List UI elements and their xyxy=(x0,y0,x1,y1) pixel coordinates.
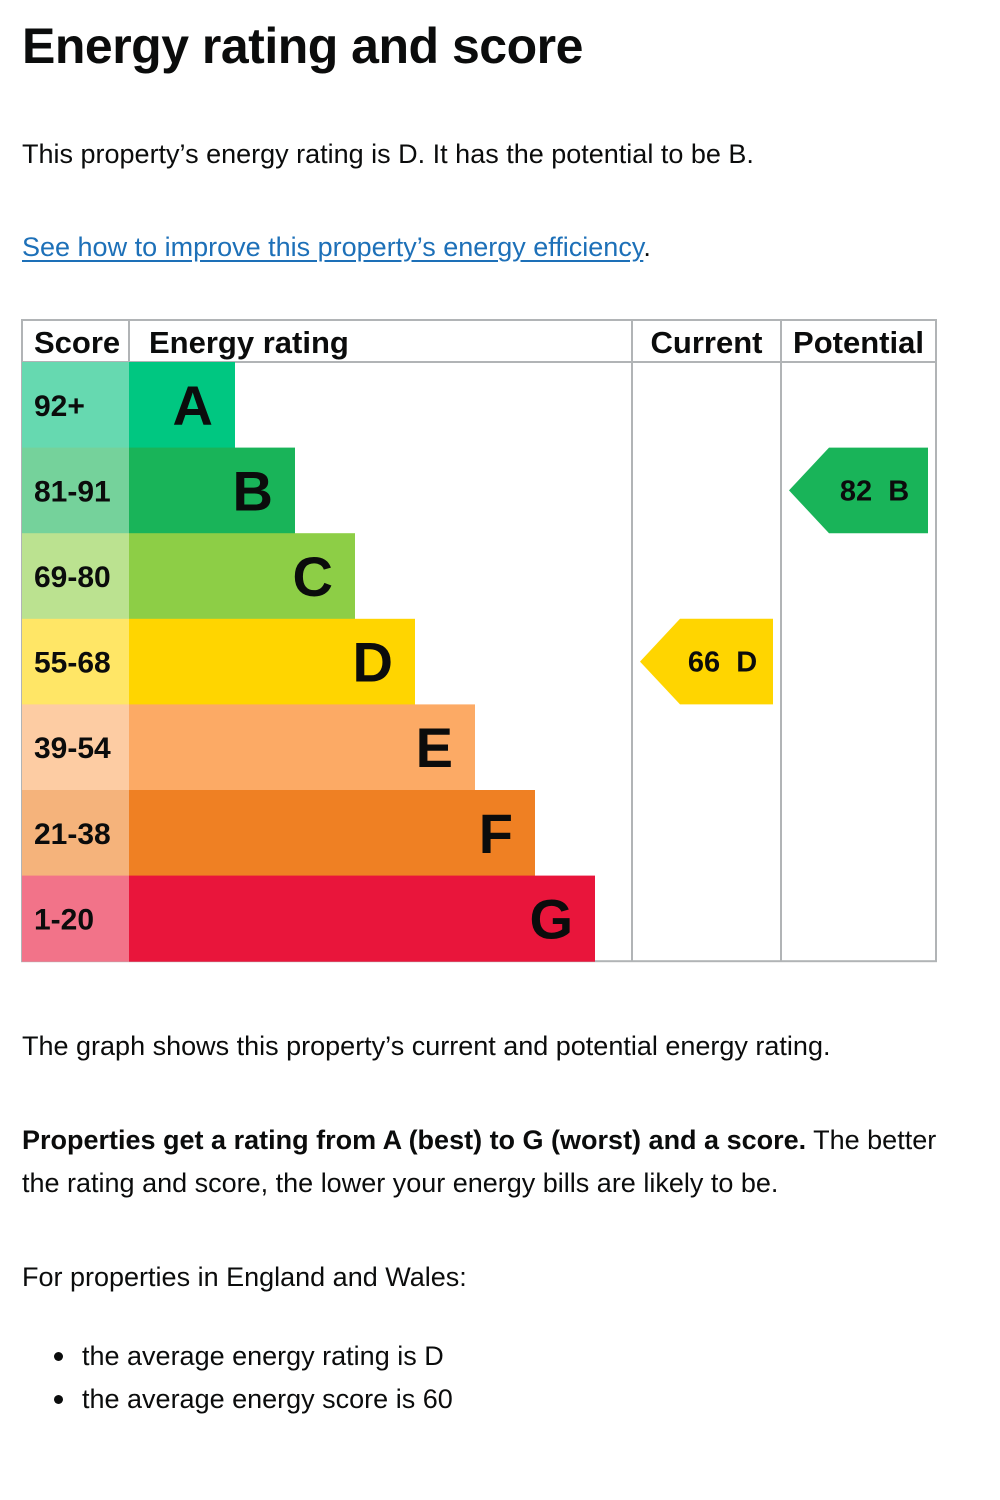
header-current: Current xyxy=(651,325,763,360)
band-bar xyxy=(129,704,475,791)
band-b: 81-91 B xyxy=(22,447,295,534)
band-bar xyxy=(129,618,415,705)
band-bar xyxy=(129,362,235,449)
intro-text: This property’s energy rating is D. It h… xyxy=(22,139,754,169)
page-title: Energy rating and score xyxy=(22,18,583,74)
band-g: 1-20 G xyxy=(22,875,595,962)
band-letter: A xyxy=(173,374,213,437)
score-cell xyxy=(22,790,129,877)
energy-rating-chart: 92+ A81-91 B69-80 C55-68 D39-54 E21-38 F1-20 G … xyxy=(21,319,937,963)
rating-explanation: Properties get a rating from A (best) to… xyxy=(22,1119,952,1205)
score-cell xyxy=(22,704,129,791)
band-bar xyxy=(129,875,595,962)
region-intro: For properties in England and Wales: xyxy=(22,1262,467,1292)
rating-explanation-bold: Properties get a rating from A (best) to… xyxy=(22,1125,807,1155)
score-range-label: 39-54 xyxy=(34,732,111,765)
score-cell xyxy=(22,447,129,534)
score-range-label: 92+ xyxy=(34,390,85,423)
link-suffix: . xyxy=(643,232,651,262)
improve-link-line: See how to improve this property’s energ… xyxy=(22,230,651,264)
chart-grid xyxy=(21,319,937,963)
rating-arrow-shape xyxy=(789,447,928,534)
bullet-dot xyxy=(54,1352,63,1361)
band-e: 39-54 E xyxy=(22,704,475,791)
band-c: 69-80 C xyxy=(22,533,355,620)
rating-explanation-rest: The better the rating and score, the low… xyxy=(22,1125,937,1198)
score-range-label: 69-80 xyxy=(34,561,111,594)
score-cell xyxy=(22,875,129,962)
score-cell xyxy=(22,618,129,705)
average-list: the average energy rating is D the avera… xyxy=(22,1335,453,1421)
rating-bands: 92+ A 81-91 B 69-80 C 55-68 D 39-54 E 21-38 F 1-20 G xyxy=(22,362,595,962)
rating-arrows: 66 D 82 B xyxy=(640,447,928,705)
score-range-label: 55-68 xyxy=(34,647,111,680)
band-letter: B xyxy=(233,459,273,522)
band-bar xyxy=(129,790,535,877)
band-f: 21-38 F xyxy=(22,790,535,877)
band-letter: D xyxy=(353,631,393,694)
band-bar xyxy=(129,447,295,534)
potential-rating-arrow: 82 B xyxy=(789,447,928,534)
rating-arrow-label: 82 B xyxy=(840,475,909,507)
improve-efficiency-link[interactable]: See how to improve this property’s energ… xyxy=(22,232,644,262)
list-item: the average energy rating is D xyxy=(22,1335,453,1378)
bullet-dot xyxy=(54,1395,63,1404)
average-score-text: the average energy score is 60 xyxy=(82,1384,453,1414)
band-letter: E xyxy=(416,716,453,779)
band-d: 55-68 D xyxy=(22,618,415,705)
header-energy-rating: Energy rating xyxy=(149,325,349,360)
band-letter: G xyxy=(529,887,573,950)
band-letter: C xyxy=(293,545,333,608)
header-score: Score xyxy=(34,325,120,360)
band-letter: F xyxy=(479,802,513,865)
current-rating-arrow: 66 D xyxy=(640,618,773,705)
score-cell xyxy=(22,362,129,449)
band-a: 92+ A xyxy=(22,362,235,449)
band-bar xyxy=(129,533,355,620)
score-range-label: 81-91 xyxy=(34,475,111,508)
score-cell xyxy=(22,533,129,620)
rating-arrow-shape xyxy=(640,618,773,705)
list-item: the average energy score is 60 xyxy=(22,1378,453,1421)
average-rating-text: the average energy rating is D xyxy=(82,1341,444,1371)
score-range-label: 21-38 xyxy=(34,818,111,851)
graph-note: The graph shows this property’s current … xyxy=(22,1031,831,1061)
header-potential: Potential xyxy=(793,325,924,360)
rating-arrow-label: 66 D xyxy=(688,647,757,679)
score-range-label: 1-20 xyxy=(34,903,94,936)
